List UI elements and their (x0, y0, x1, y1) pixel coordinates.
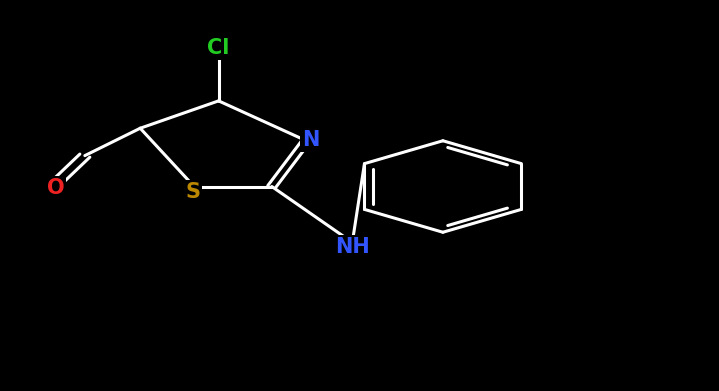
Text: N: N (302, 129, 319, 150)
Text: S: S (186, 182, 200, 203)
Text: O: O (47, 178, 64, 198)
Text: Cl: Cl (207, 38, 230, 58)
Text: NH: NH (335, 237, 370, 257)
